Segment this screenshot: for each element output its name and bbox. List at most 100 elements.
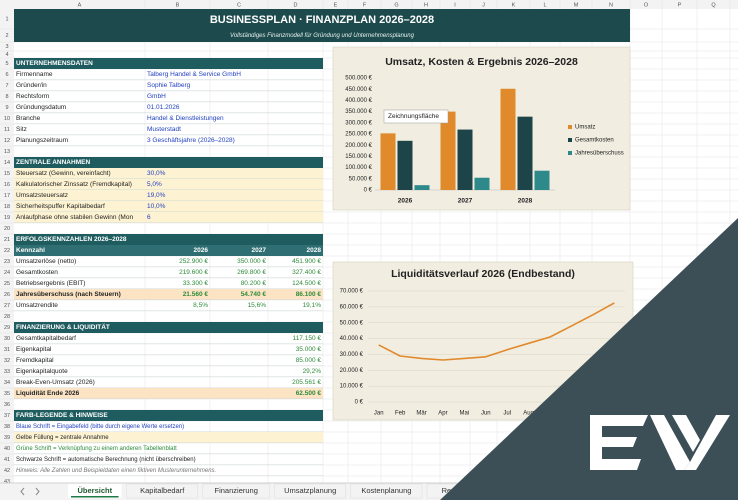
legend-note: Hinweis: Alle Zahlen und Beispieldaten e…	[16, 468, 216, 474]
tab-label[interactable]: Umsatzplanung	[284, 486, 336, 495]
cell-label: Gesamtkapitalbedarf	[16, 335, 76, 342]
tab-label[interactable]: Kapitalbedarf	[140, 486, 185, 495]
tab-active[interactable]	[68, 484, 122, 498]
table-header-cell: Kennzahl	[16, 247, 45, 254]
cell-label: Betriebsergebnis (EBIT)	[16, 280, 85, 287]
cell-value: 85.000 €	[296, 357, 322, 364]
tab[interactable]	[274, 483, 347, 499]
cell-value: 10,0%	[147, 203, 166, 210]
watermark	[440, 218, 738, 500]
tab[interactable]	[126, 483, 199, 499]
legend-note: Gelbe Füllung = zentrale Annahme	[16, 435, 109, 441]
column-header: B	[176, 2, 180, 8]
row-header: 5	[5, 61, 8, 67]
cell-value: 35.000 €	[296, 346, 322, 353]
row-line	[14, 365, 323, 366]
bar	[534, 170, 550, 190]
row-header: 6	[5, 72, 8, 78]
row-line	[14, 299, 323, 300]
row-header: 15	[4, 171, 10, 177]
row-header: 3	[5, 44, 8, 50]
y-tick-label: 30.000 €	[340, 352, 364, 358]
row-header: 9	[5, 105, 8, 111]
line-series	[378, 302, 615, 361]
tab-label[interactable]: Kostenplanung	[361, 486, 411, 495]
cell-value: 350.000 €	[237, 258, 266, 265]
column-header: E	[334, 2, 338, 8]
row-header: 1	[5, 16, 8, 22]
row-fill	[14, 388, 323, 399]
cell-value: 01.01.2026	[147, 104, 180, 111]
row-fill	[14, 179, 323, 190]
y-tick-label: 100.000 €	[345, 165, 372, 171]
legend-label: Umsatz	[575, 125, 595, 131]
section-title: ZENTRALE ANNAHMEN	[16, 159, 90, 166]
legend-note: Grüne Schrift = Verknüpfung zu einem and…	[16, 446, 177, 452]
row-header: 10	[4, 116, 10, 122]
tab-label[interactable]: Finanzierung	[215, 486, 258, 495]
row-header: 34	[4, 380, 10, 386]
logo-e	[590, 415, 648, 470]
column-header-bar	[0, 0, 738, 9]
y-tick-label: 450.000 €	[345, 87, 372, 93]
tab-prev[interactable]	[20, 487, 25, 496]
legend-note: Blaue Schrift = Eingabefeld (bitte durch…	[16, 424, 184, 430]
tab-underline	[71, 496, 119, 498]
legend-label: Jahresüberschuss	[575, 151, 624, 157]
row-line	[14, 178, 323, 179]
row-line	[14, 134, 323, 135]
cell-label: Branche	[16, 115, 41, 122]
cell-label: Gesamtkosten	[16, 269, 58, 276]
table-header	[14, 245, 323, 256]
row-line	[14, 277, 323, 278]
column-header: L	[543, 2, 546, 8]
cells: BUSINESSPLAN · FINANZPLAN 2026–2028 Volls…	[14, 9, 630, 476]
cell-label: Sicherheitspuffer Kapitalbedarf	[16, 203, 105, 210]
logo-stroke	[672, 415, 700, 452]
section-header	[14, 58, 323, 69]
tab-next[interactable]	[35, 487, 40, 496]
legend-note: Schwarze Schrift = automatische Berechnu…	[16, 457, 196, 463]
cell-label: Planungszeitraum	[16, 137, 68, 144]
tab[interactable]	[350, 483, 423, 499]
x-tick-label: 2026	[398, 198, 413, 205]
cell-value: 29,2%	[303, 368, 322, 375]
row-line	[14, 398, 323, 399]
row-header: 36	[4, 402, 10, 408]
column-header: P	[678, 2, 682, 8]
row-line	[14, 266, 323, 267]
legend-swatch	[568, 125, 572, 129]
cell-label: Jahresüberschuss (nach Steuern)	[16, 291, 121, 298]
tooltip-box	[383, 109, 449, 124]
cell-value: 5,0%	[147, 181, 162, 188]
row-line	[14, 464, 323, 465]
tab[interactable]	[202, 483, 270, 499]
column-header: F	[363, 2, 367, 8]
cell-label: Umsatzrendite	[16, 302, 58, 309]
y-tick-label: 50.000 €	[340, 320, 364, 326]
bar	[440, 111, 456, 190]
watermark-logo	[590, 415, 730, 470]
row-fill	[14, 201, 323, 212]
row-line	[14, 376, 323, 377]
cell-label: Umsatzerlöse (netto)	[16, 258, 76, 265]
tab-label[interactable]: Übersicht	[78, 486, 113, 495]
row-line	[14, 90, 323, 91]
x-tick-label: 2028	[518, 198, 533, 205]
row-header: 40	[4, 446, 10, 452]
column-header: Q	[711, 2, 716, 8]
y-tick-label: 300.000 €	[345, 120, 372, 126]
table-header-cell: 2027	[252, 247, 267, 254]
cell-label: Anlaufphase ohne stabilen Gewinn (Mon	[16, 214, 133, 221]
y-tick-label: 20.000 €	[340, 368, 364, 374]
row-header-bar	[0, 0, 14, 483]
row-line	[14, 431, 323, 432]
tooltip-text: Zeichnungsfläche	[388, 113, 439, 120]
cell-value: 19,1%	[303, 302, 322, 309]
y-tick-label: 60.000 €	[340, 304, 364, 310]
chart-title: Umsatz, Kosten & Ergebnis 2026–2028	[385, 56, 578, 68]
row-header: 28	[4, 314, 10, 320]
cell-value: GmbH	[147, 93, 166, 100]
title-band	[14, 9, 630, 42]
cell-value: 62.500 €	[296, 390, 322, 397]
